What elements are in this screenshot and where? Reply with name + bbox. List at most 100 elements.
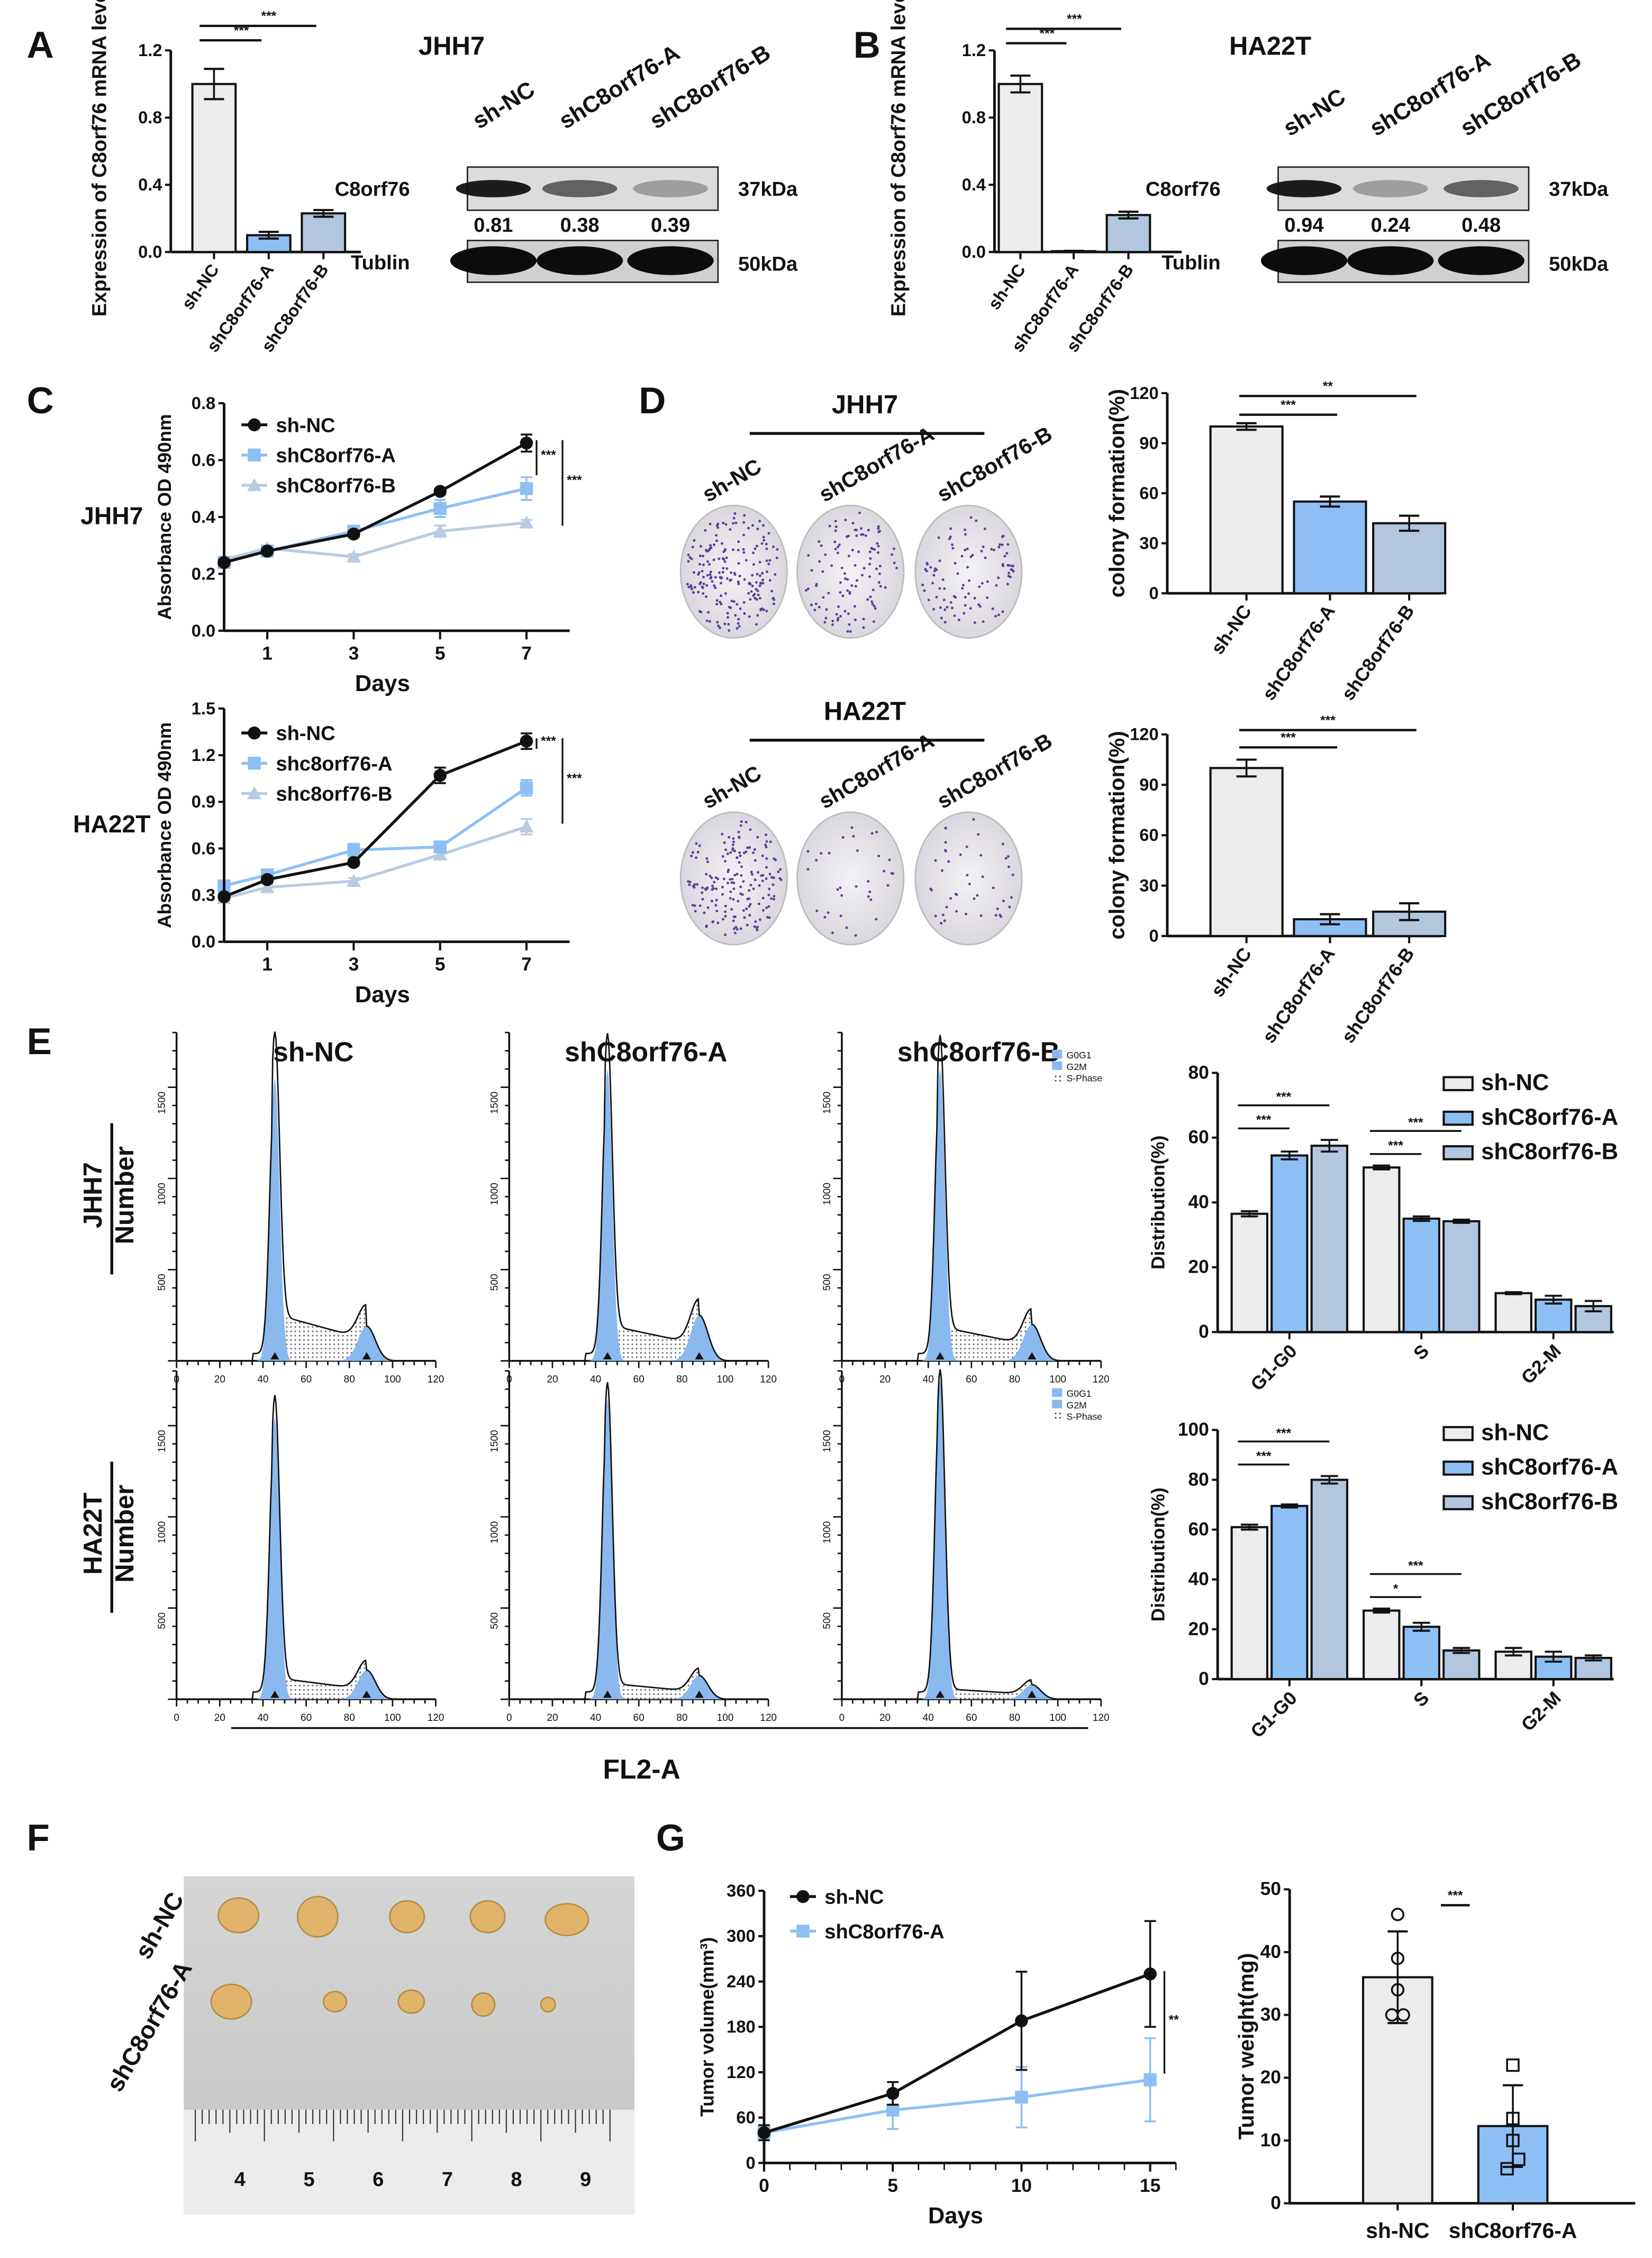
band-Tublin [627,246,714,275]
colony [743,578,746,581]
tumor [397,1989,425,2014]
colony [810,569,813,572]
colony [992,548,995,551]
x-tick-label: 80 [1009,1712,1020,1724]
data-point [347,856,360,869]
x-tick-label: G1-G0 [1247,1688,1301,1742]
colony [762,524,765,527]
y-tick-label: 0 [1199,1321,1209,1342]
legend-label: shc8orf76-B [276,783,392,805]
colony [878,572,881,575]
colony [695,842,698,845]
x-tick-label: G2-M [1518,1688,1565,1735]
blot-title: HA22T [1229,32,1311,60]
colony [983,527,986,530]
flow-column-title: sh-NC [273,1037,353,1067]
colony [949,527,952,530]
colony [870,832,874,835]
significance-label: *** [1408,1558,1423,1573]
colony [984,556,987,559]
G-weight-y-axis-label: Tumor weight(mg) [1234,1953,1258,2140]
colony [770,590,774,593]
colony [951,547,955,550]
significance-label: *** [1276,1090,1292,1104]
colony [686,583,689,586]
colony [869,595,872,598]
colony [768,887,771,891]
colony [892,872,894,875]
colony [770,897,773,900]
data-point [1015,2014,1028,2028]
legend-swatch [1052,1400,1063,1409]
colony [709,620,711,623]
colony [971,554,974,557]
colony [969,607,972,610]
band-C8orf76 [1444,180,1519,197]
x-tick-label: 100 [717,1712,734,1724]
culture-dish [796,811,905,946]
tumor [217,1897,260,1934]
colony [758,584,761,587]
peak-marker-icon [603,1352,612,1359]
colony [966,874,969,877]
x-tick-label: 120 [760,1374,777,1385]
colony [738,861,741,864]
colony [973,897,976,900]
data-point [1512,2152,1526,2166]
colony [705,619,709,622]
data-point [433,769,447,782]
colony [877,530,881,533]
legend-swatch [1052,1049,1063,1059]
colony [756,929,759,932]
colony [831,620,834,623]
colony [979,854,983,857]
x-tick-label: 7 [521,954,532,975]
colony [705,595,707,598]
blot-target-label: C8orf76 [335,178,410,201]
C-JHH7-chart: 1 3 5 7 Days shC8orf76-B shC8orf76-A sh-NC *** **… [80,414,582,696]
A-bar-y-axis-label: Expression of C8orf76 mRNA level [88,0,111,316]
colony [757,593,760,596]
x-tick-label: 120 [1093,1374,1110,1385]
colony [720,594,722,597]
colony [779,868,782,871]
colony [754,597,757,600]
colony [858,511,861,514]
colony [940,616,943,620]
colony [773,602,775,605]
data-point [520,436,533,450]
data-point [433,485,447,498]
colony [1010,896,1013,899]
colony [729,878,732,881]
y-tick-label: 1500 [822,1092,833,1114]
x-tick-label: sh-NC [1366,2218,1429,2243]
legend-label: sh-NC [1481,1420,1549,1445]
colony [806,850,810,853]
colony [742,601,746,604]
colony [737,618,740,621]
tumor [210,1983,252,2020]
colony [720,603,723,605]
flow-column-title: shC8orf76-A [565,1037,727,1067]
colony [712,920,715,923]
colony [873,548,876,551]
colony [1007,865,1010,868]
colony [773,897,775,901]
colony [840,894,843,897]
g0g1-peak [906,1069,1079,1361]
G-volume-y-axis: 0 60 120 180 240 300 360 Tumor volume(mm³) [697,1881,766,2172]
colony [742,880,745,883]
colony [697,591,700,594]
significance-label: *** [567,772,582,786]
colony [837,605,840,608]
colony [995,584,998,587]
y-tick-label: 0 [1270,2192,1281,2213]
y-tick-label: 30 [1139,875,1158,895]
colony [715,910,719,912]
flow-histogram-HA22T-shC8orf76-A: 0 20 40 60 80 100 120 500 1000 1500 [489,1370,777,1724]
y-tick-label: 0.0 [138,242,162,261]
blot-kda-label: 37kDa [1549,178,1609,201]
colony [752,887,755,891]
